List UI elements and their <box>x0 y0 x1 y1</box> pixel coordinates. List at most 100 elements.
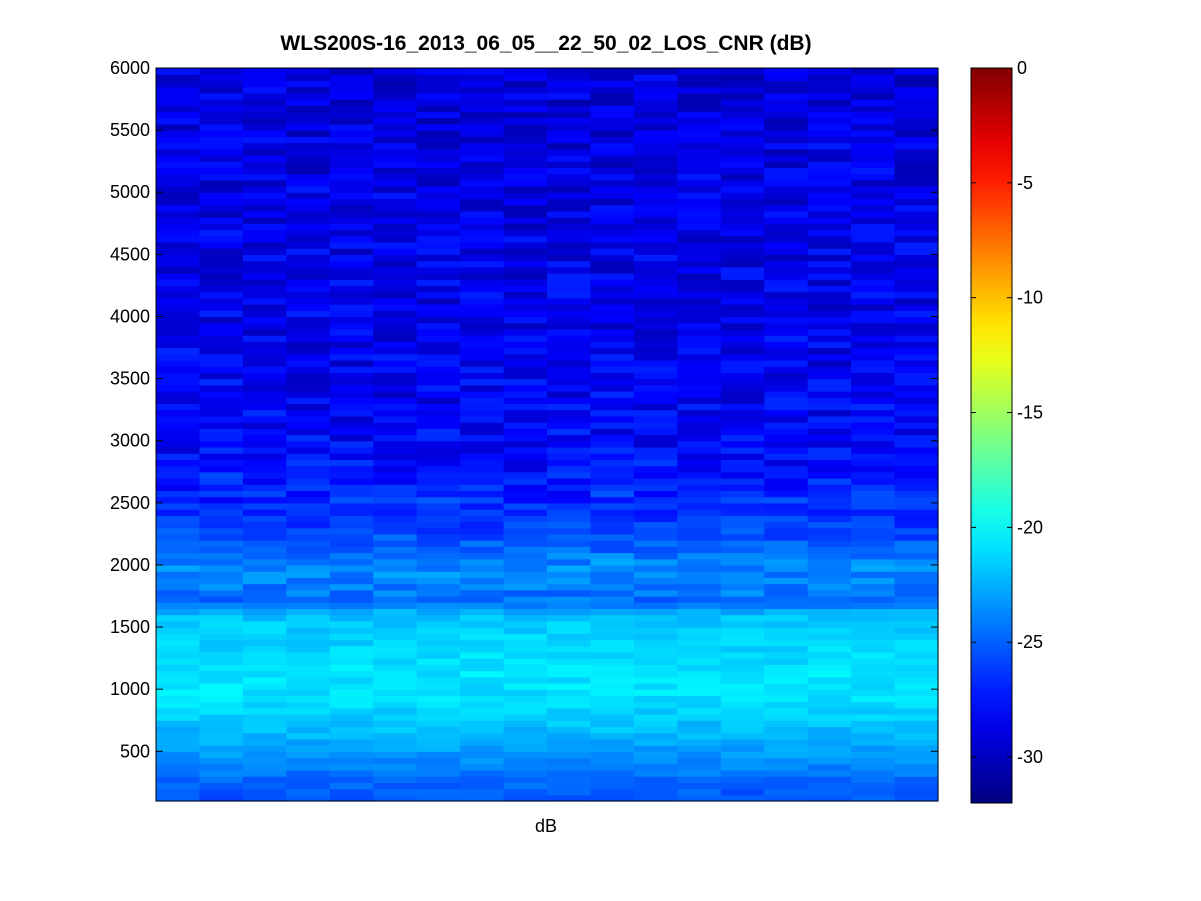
heatmap-cell <box>547 117 592 125</box>
heatmap-cell <box>329 248 374 255</box>
heatmap-cell <box>286 328 331 336</box>
heatmap-cell <box>807 353 852 361</box>
heatmap-cell <box>720 99 765 106</box>
heatmap-cell <box>590 608 635 616</box>
heatmap-cell <box>720 745 765 752</box>
heatmap-cell <box>199 490 244 498</box>
heatmap-cell <box>242 192 287 200</box>
heatmap-cell <box>373 515 418 523</box>
heatmap-cell <box>547 322 592 330</box>
heatmap-cell <box>633 502 678 510</box>
heatmap-cell <box>503 378 548 386</box>
heatmap-cell <box>677 633 722 641</box>
heatmap-cell <box>720 446 765 454</box>
heatmap-cell <box>807 496 852 504</box>
heatmap-cell <box>503 248 548 255</box>
heatmap-cell <box>720 732 765 740</box>
heatmap-cell <box>199 465 244 473</box>
heatmap-cell <box>199 391 244 398</box>
heatmap-cell <box>894 372 939 380</box>
heatmap-cell <box>503 670 548 678</box>
heatmap-cell <box>677 86 722 94</box>
heatmap-cell <box>460 446 505 454</box>
heatmap-cell <box>199 167 244 175</box>
heatmap-cell <box>677 701 722 709</box>
heatmap-cell <box>199 248 244 255</box>
heatmap-cell <box>199 235 244 243</box>
heatmap-cell <box>416 415 461 423</box>
heatmap-cell <box>329 440 374 448</box>
heatmap-cell <box>764 564 809 572</box>
heatmap-cell <box>807 241 852 249</box>
heatmap-cell <box>590 658 635 665</box>
heatmap-cell <box>720 645 765 653</box>
heatmap-cell <box>199 589 244 597</box>
heatmap-cell <box>677 372 722 380</box>
heatmap-cell <box>286 217 331 224</box>
heatmap-cell <box>329 272 374 280</box>
heatmap-cell <box>590 490 635 498</box>
heatmap-cell <box>286 391 331 398</box>
heatmap-cell <box>460 378 505 386</box>
heatmap-cell <box>242 241 287 249</box>
heatmap-cell <box>633 769 678 777</box>
heatmap-cell <box>547 235 592 243</box>
heatmap-cell <box>286 353 331 361</box>
heatmap-cell <box>807 490 852 498</box>
heatmap-cell <box>156 577 201 585</box>
heatmap-cell <box>460 521 505 529</box>
heatmap-cell <box>156 161 201 168</box>
heatmap-cell <box>677 328 722 336</box>
heatmap-cell <box>156 310 201 318</box>
heatmap-cell <box>851 465 896 473</box>
heatmap-cell <box>460 136 505 144</box>
heatmap-cell <box>633 99 678 106</box>
heatmap-cell <box>373 248 418 255</box>
heatmap-cell <box>329 502 374 510</box>
heatmap-cell <box>894 714 939 721</box>
heatmap-cell <box>329 316 374 324</box>
heatmap-cell <box>807 279 852 287</box>
heatmap-cell <box>373 714 418 721</box>
heatmap-cell <box>416 453 461 460</box>
heatmap-cell <box>590 260 635 268</box>
heatmap-cell <box>677 341 722 349</box>
heatmap-cell <box>329 359 374 367</box>
heatmap-cell <box>590 161 635 168</box>
heatmap-cell <box>894 167 939 175</box>
heatmap-cell <box>677 602 722 610</box>
heatmap-cell <box>633 558 678 566</box>
heatmap-cell <box>807 391 852 398</box>
heatmap-cell <box>329 763 374 771</box>
heatmap-cell <box>286 142 331 150</box>
heatmap-cell <box>373 272 418 280</box>
heatmap-cell <box>590 440 635 448</box>
heatmap-cell <box>156 608 201 616</box>
heatmap-cell <box>677 695 722 703</box>
heatmap-cell <box>590 428 635 436</box>
heatmap-cell <box>894 409 939 417</box>
heatmap-cell <box>764 204 809 212</box>
heatmap-cell <box>720 484 765 491</box>
heatmap-cell <box>460 434 505 442</box>
heatmap-cell <box>286 322 331 330</box>
heatmap-cell <box>460 633 505 641</box>
heatmap-cell <box>460 540 505 547</box>
heatmap-cell <box>416 757 461 765</box>
heatmap-cell <box>460 757 505 765</box>
heatmap-cell <box>764 577 809 585</box>
heatmap-cell <box>156 496 201 504</box>
heatmap-cell <box>677 745 722 752</box>
heatmap-cell <box>329 279 374 287</box>
heatmap-cell <box>677 223 722 231</box>
heatmap-cell <box>373 546 418 554</box>
heatmap-cell <box>677 465 722 473</box>
heatmap-cell <box>547 86 592 94</box>
heatmap-cell <box>460 304 505 311</box>
heatmap-cell <box>894 241 939 249</box>
heatmap-cell <box>156 670 201 678</box>
heatmap-cell <box>286 235 331 243</box>
heatmap-cell <box>547 769 592 777</box>
heatmap-cell <box>720 241 765 249</box>
